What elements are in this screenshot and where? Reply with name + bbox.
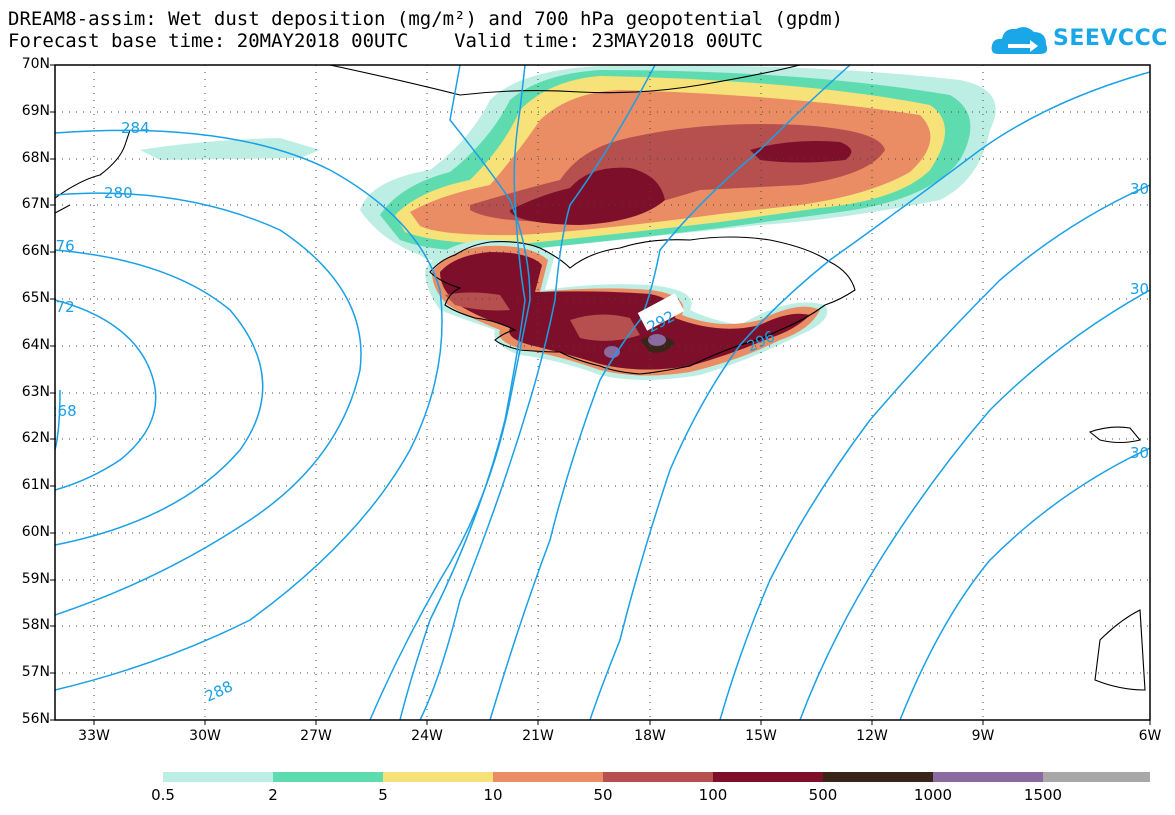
dust-layer-50 [445,292,510,311]
dust-layer-100 [750,141,852,163]
contour-label: 300 [1130,444,1159,462]
legend-label: 100 [698,786,728,804]
contour-label: 276 [46,237,75,255]
legend-swatch [603,772,713,782]
lat-label: 57N [21,664,50,680]
lat-label: 69N [21,103,50,119]
legend-swatch [383,772,493,782]
legend-label: 2 [268,786,278,804]
dust-layer-100 [510,167,665,225]
legend-swatch [933,772,1043,782]
contour-label: 284 [121,119,150,137]
lat-label: 59N [21,571,50,587]
lon-label: 33W [78,728,110,744]
geopotential-contours [55,65,1150,720]
axis-ticks [50,64,1151,725]
lon-label: 12W [856,728,888,744]
contour-label: 300 [1130,280,1159,298]
contour-label: 280 [104,184,133,202]
dust-layer-50 [570,314,640,341]
dust-layer-0p5 [140,138,320,160]
dust-layer-1000 [648,334,666,346]
lat-label: 70N [21,56,50,72]
legend-swatch [1043,772,1150,782]
legend-swatch [273,772,383,782]
contour-label: 272 [46,298,75,316]
contour-label: 300 [1130,180,1159,198]
lon-label: 15W [745,728,777,744]
dust-layer-1000 [604,346,620,358]
cloud-icon [991,27,1048,54]
lon-label: 6W [1138,728,1162,744]
lat-label: 64N [21,337,50,353]
chart-subtitle-times: Forecast base time: 20MAY2018 00UTC Vali… [8,30,763,52]
lon-label: 18W [634,728,666,744]
lat-label: 63N [21,384,50,400]
legend-swatch [823,772,933,782]
legend-label: 5 [378,786,388,804]
legend-label: 1500 [1023,786,1063,804]
coastlines [55,65,1146,691]
logo-text: SEEVCCC [1053,26,1168,51]
legend-swatch [713,772,823,782]
lat-label: 60N [21,524,50,540]
lat-label: 67N [21,196,50,212]
lon-label: 24W [411,728,443,744]
legend-label: 1000 [913,786,953,804]
lon-label: 21W [522,728,554,744]
lon-label: 9W [971,728,995,744]
chart-title: DREAM8-assim: Wet dust deposition (mg/m²… [8,8,844,30]
lat-label: 66N [21,243,50,259]
lat-label: 62N [21,430,50,446]
lat-label: 58N [21,617,50,633]
lat-label: 56N [21,711,50,727]
lon-label: 30W [189,728,221,744]
legend-label: 50 [593,786,613,804]
lat-label: 65N [21,290,50,306]
contour-label: 268 [48,402,77,420]
legend-swatch [493,772,603,782]
lat-label: 61N [21,477,50,493]
lat-label: 68N [21,150,50,166]
legend-label: 500 [808,786,838,804]
contour-label: 288 [202,677,236,705]
dust-layer-100 [440,252,810,370]
legend-label: 0.5 [151,786,175,804]
lon-label: 27W [300,728,332,744]
legend-label: 10 [483,786,503,804]
legend-swatch [163,772,273,782]
